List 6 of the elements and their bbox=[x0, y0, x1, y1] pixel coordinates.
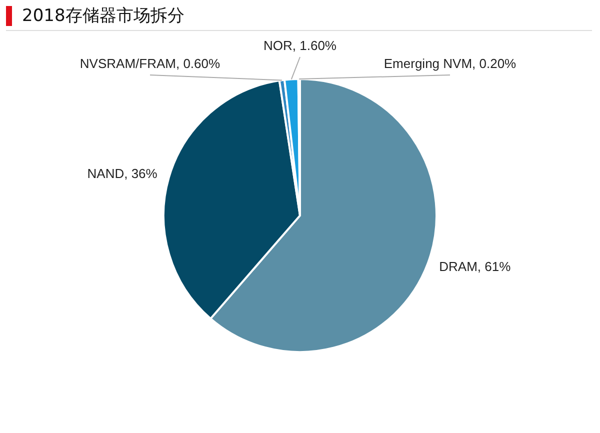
slice-label: NAND, 36% bbox=[87, 166, 158, 181]
slice-label: NVSRAM/FRAM, 0.60% bbox=[80, 56, 221, 72]
chart-title: 2018存储器市场拆分 bbox=[22, 5, 184, 27]
slice-label: NOR, 1.60% bbox=[264, 38, 337, 54]
slice-label: DRAM, 61% bbox=[439, 258, 512, 274]
slice-label: Emerging NVM, 0.20% bbox=[384, 56, 517, 72]
